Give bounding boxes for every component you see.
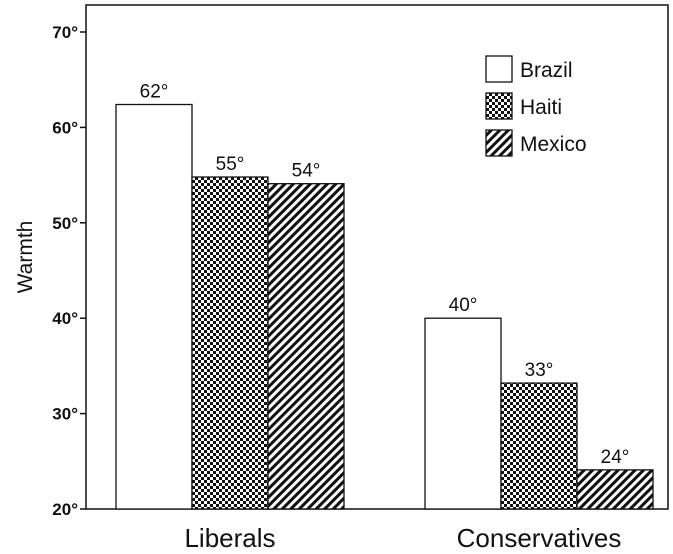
bar-mexico-conservatives bbox=[576, 469, 654, 510]
y-tick-label: 60° bbox=[52, 118, 78, 137]
bar-haiti-liberals bbox=[191, 176, 269, 510]
y-axis: 20° 30° 40° 50° 60° 70° bbox=[52, 23, 86, 519]
legend-label-brazil: Brazil bbox=[520, 59, 573, 82]
bar-haiti-conservatives bbox=[500, 382, 578, 510]
data-label: 55° bbox=[216, 154, 245, 175]
y-tick-label: 40° bbox=[52, 309, 78, 328]
legend-swatch-brazil bbox=[485, 55, 513, 83]
x-axis: Liberals Conservatives bbox=[184, 523, 621, 553]
bar-mexico-liberals bbox=[267, 183, 345, 510]
legend-label-mexico: Mexico bbox=[520, 133, 587, 156]
bars-group bbox=[115, 103, 654, 510]
y-tick-label: 70° bbox=[52, 23, 78, 42]
data-label: 33° bbox=[525, 360, 554, 381]
legend-swatch-mexico bbox=[485, 129, 513, 157]
legend-swatch-haiti bbox=[485, 92, 513, 120]
data-label: 62° bbox=[140, 82, 169, 103]
data-labels-group: 62° 55° 54° 40° 33° 24° bbox=[140, 82, 630, 468]
y-axis-title: Warmth bbox=[14, 221, 37, 294]
x-category-label: Conservatives bbox=[457, 523, 622, 553]
plot-area-frame bbox=[85, 4, 669, 510]
x-category-label: Liberals bbox=[184, 523, 275, 553]
legend-label-haiti: Haiti bbox=[520, 96, 562, 119]
legend: Brazil Haiti Mexico bbox=[485, 55, 587, 157]
bar-brazil-liberals bbox=[115, 103, 193, 510]
y-tick-label: 50° bbox=[52, 214, 78, 233]
data-label: 54° bbox=[292, 161, 321, 182]
y-tick-label: 30° bbox=[52, 405, 78, 424]
data-label: 24° bbox=[601, 447, 630, 468]
bar-brazil-conservatives bbox=[424, 317, 502, 510]
data-label: 40° bbox=[449, 295, 478, 316]
y-tick-label: 20° bbox=[52, 500, 78, 519]
